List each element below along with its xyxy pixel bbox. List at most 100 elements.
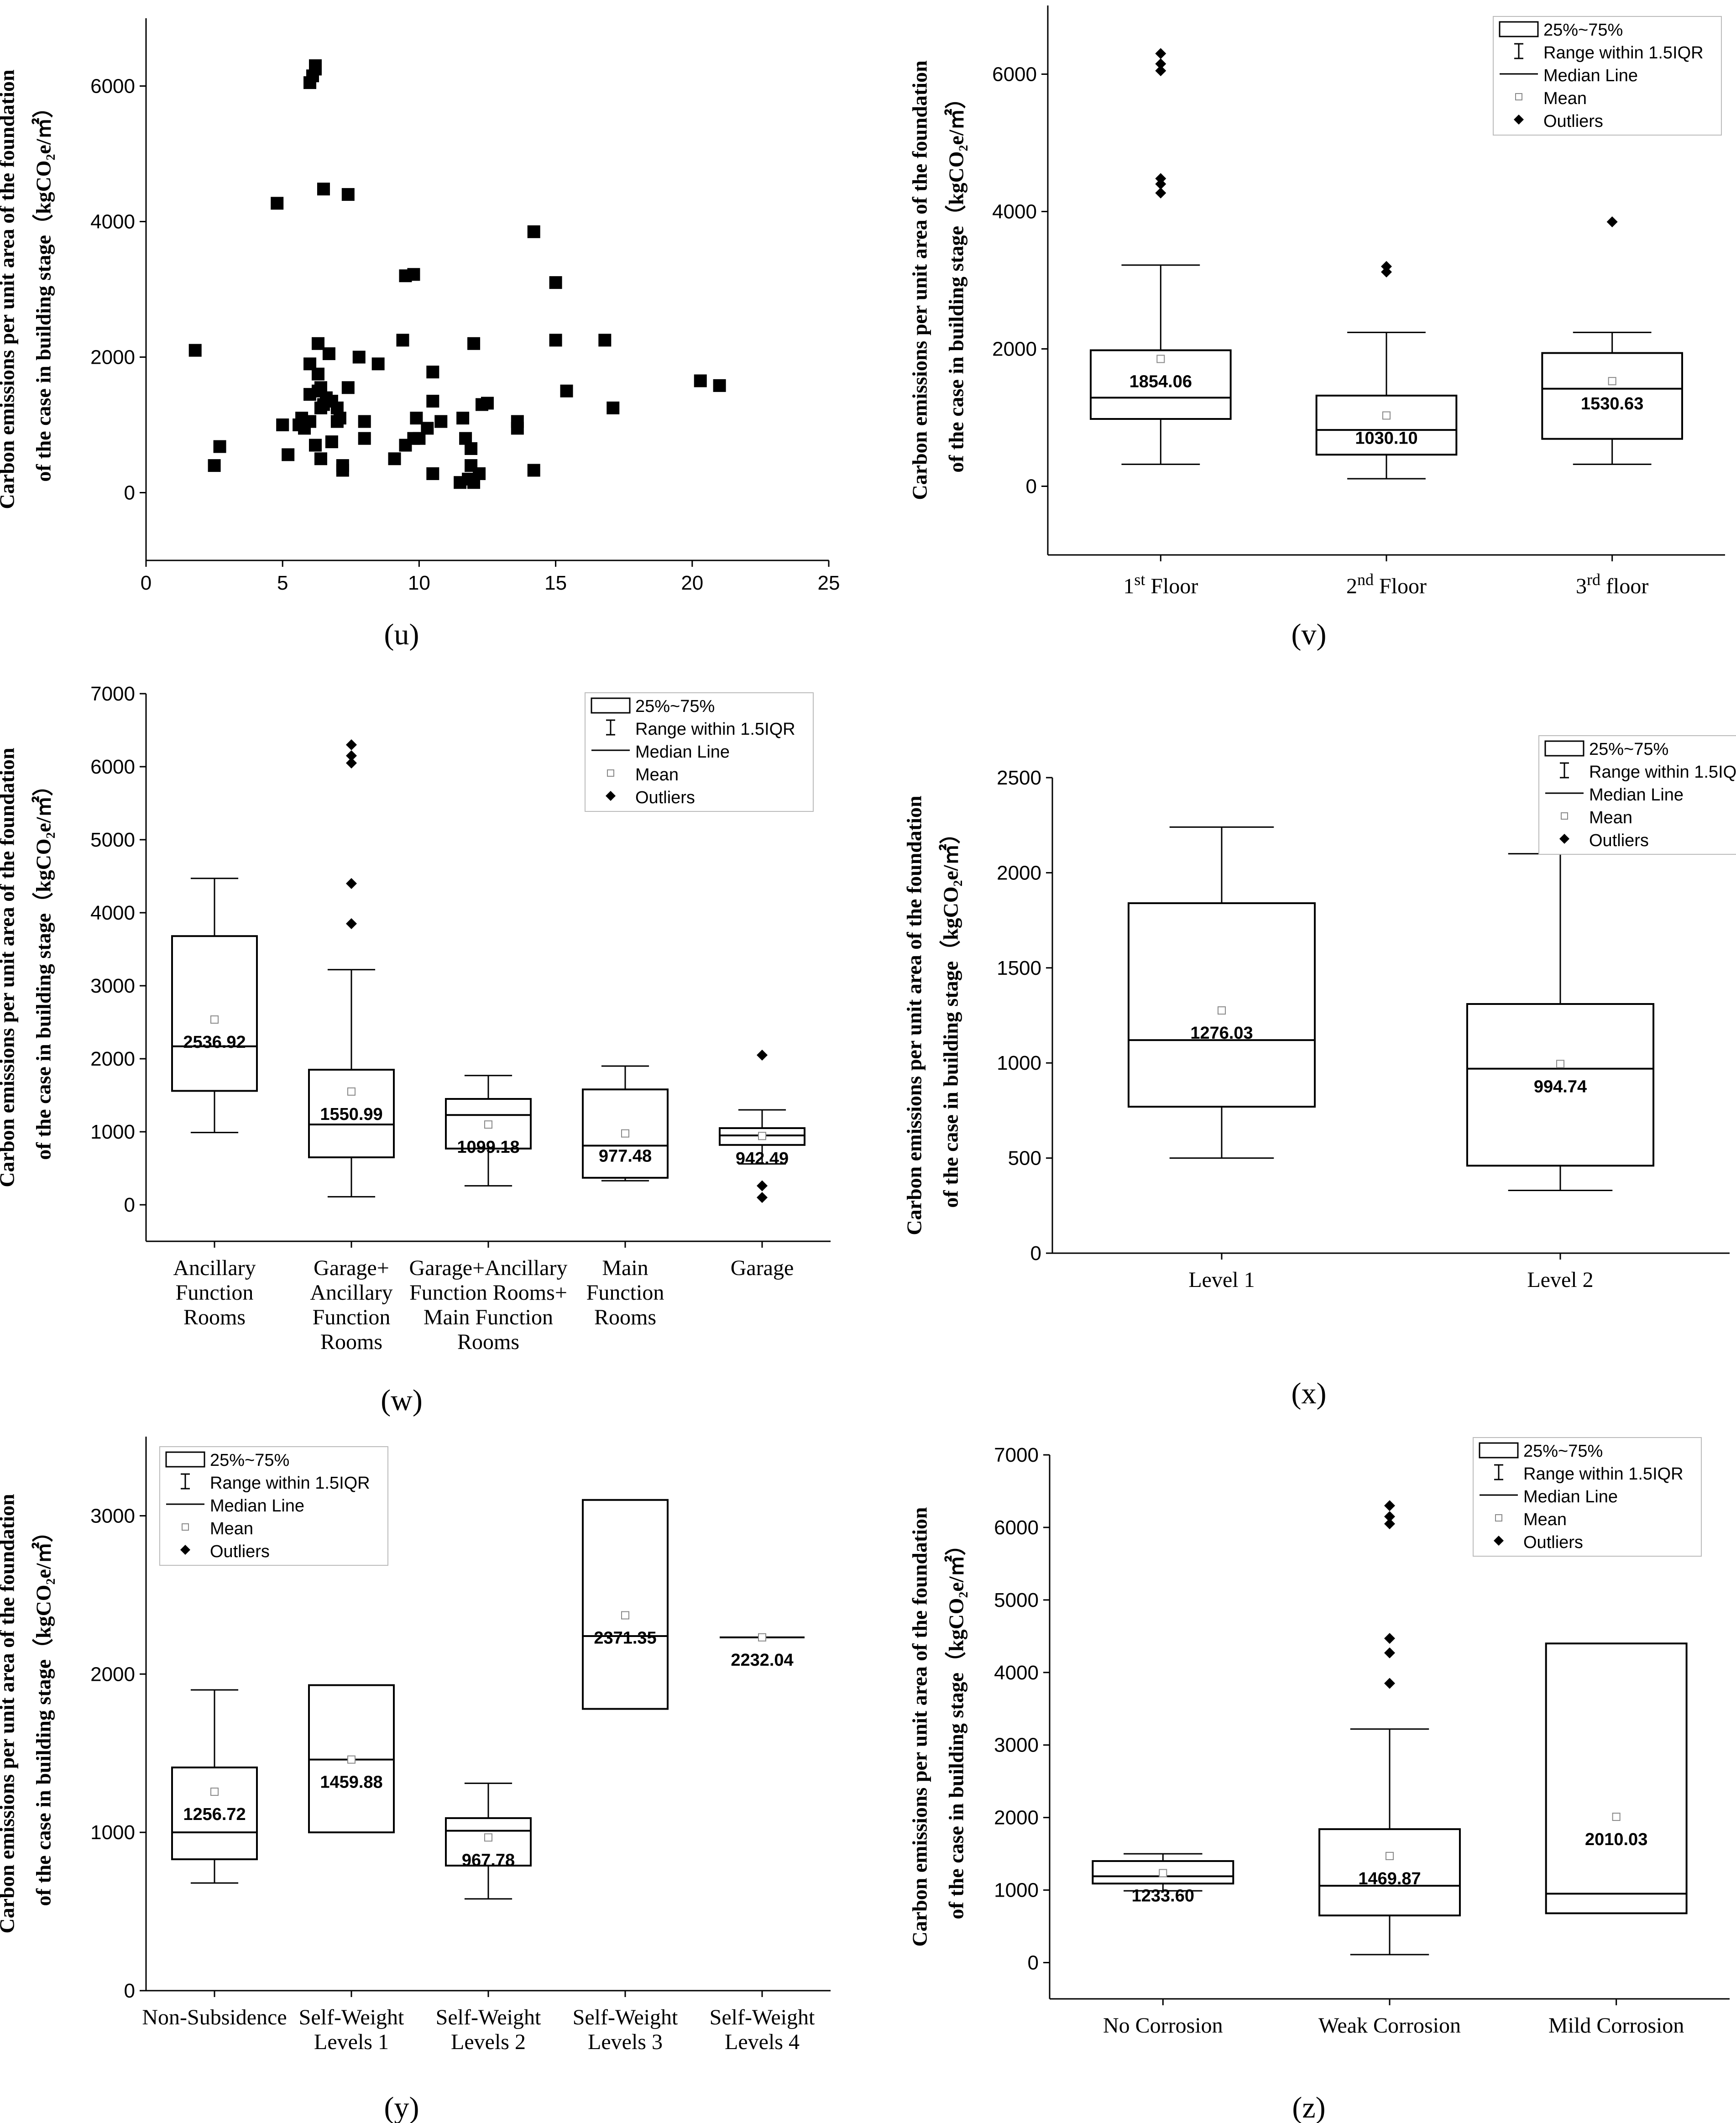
mean-value-label: 994.74: [1534, 1077, 1587, 1096]
legend-outlier-symbol: [1494, 1536, 1504, 1546]
scatter-point: [341, 381, 355, 394]
y-axis-label: Carbon emissions per unit area of the fo…: [0, 69, 19, 509]
y-tick-label: 4000: [992, 201, 1037, 223]
x-tick-label: 1st Floor: [1123, 570, 1198, 598]
legend-outlier-symbol: [606, 791, 616, 801]
mean-marker: [1612, 1813, 1621, 1821]
x-tick-label: Main: [602, 1256, 648, 1280]
outlier-point: [757, 1050, 768, 1061]
mean-value-label: 1276.03: [1190, 1024, 1253, 1043]
y-tick-label: 0: [124, 482, 135, 504]
scatter-point: [465, 442, 478, 455]
y-tick-label: 0: [1026, 476, 1037, 498]
box: [445, 1098, 532, 1150]
mean-value-label: 1256.72: [183, 1805, 246, 1824]
chart-z: 0 1000 2000 3000 4000 5000 6000 7000 Carbon emis…: [908, 1437, 1730, 2123]
legend-label: Mean: [1523, 1510, 1567, 1529]
x-tick-label: Ancillary: [173, 1256, 256, 1280]
mean-marker: [1156, 355, 1165, 363]
x-tick-label: Garage: [731, 1256, 794, 1280]
y-axis-label: Carbon emissions per unit area of the fo…: [908, 1507, 931, 1946]
scatter-point: [713, 379, 726, 392]
legend-label: 25%~75%: [1543, 21, 1623, 40]
x-tick-label: Rooms: [594, 1305, 656, 1329]
legend-label: 25%~75%: [635, 697, 715, 716]
x-tick-label: 25: [818, 572, 840, 594]
y-axis-label: of the case in building stage（kgCO₂e/㎡）: [32, 775, 55, 1160]
legend-label: Median Line: [1543, 66, 1638, 85]
outlier-point: [1381, 261, 1392, 272]
outlier-point: [1155, 65, 1166, 76]
legend-mean-symbol: [1561, 812, 1568, 820]
x-tick-label: Garage+: [314, 1256, 389, 1280]
y-tick-label: 2000: [994, 1807, 1039, 1829]
x-tick-label: 10: [408, 572, 430, 594]
scatter-point: [325, 435, 338, 449]
mean-marker: [210, 1015, 219, 1024]
y-tick-label: 1000: [90, 1821, 135, 1844]
scatter-point: [322, 347, 335, 361]
y-tick-label: 6000: [992, 63, 1037, 86]
legend-box-symbol: [165, 1451, 205, 1468]
y-axis-label: Carbon emissions per unit area of the fo…: [903, 795, 926, 1235]
y-tick-label: 2000: [90, 346, 135, 369]
scatter-point: [560, 384, 573, 397]
scatter-point: [426, 467, 439, 480]
box: [1315, 394, 1458, 456]
scatter-point: [473, 467, 486, 480]
legend-label: Median Line: [210, 1496, 304, 1516]
y-axis-label: of the case in building stage（kgCO₂e/㎡）: [945, 1534, 968, 1919]
mean-marker: [1159, 1869, 1167, 1877]
scatter-point: [276, 418, 289, 431]
y-axis-label: of the case in building stage（kgCO₂e/㎡）: [32, 1521, 55, 1906]
outlier-point: [1155, 178, 1166, 190]
y-axis-label: Carbon emissions per unit area of the fo…: [0, 1494, 19, 1933]
y-tick-label: 0: [124, 1980, 135, 2002]
legend: 25%~75% Range within 1.5IQR Median Line Mea…: [1473, 1437, 1702, 1557]
scatter-point: [426, 395, 439, 408]
panel-label: (y): [384, 2091, 419, 2123]
legend-whisker-symbol: [1494, 1464, 1503, 1480]
scatter-point: [336, 464, 349, 477]
mean-value-label: 967.78: [462, 1851, 515, 1870]
mean-marker: [484, 1833, 492, 1842]
chart-w: 0 1000 2000 3000 4000 5000 6000 7000 Carbon emis…: [0, 683, 831, 1417]
x-tick-label: Levels 1: [314, 2030, 389, 2054]
y-tick-label: 4000: [994, 1662, 1039, 1684]
y-tick-label: 6000: [994, 1516, 1039, 1539]
x-tick-label: Non-Subsidence: [142, 2005, 287, 2029]
panel-label: (z): [1292, 2091, 1325, 2123]
chart-x: 0 500 1000 1500 2000 2500 Carbon emissions per…: [903, 735, 1736, 1410]
scatter-point: [549, 276, 562, 289]
y-tick-label: 5000: [90, 829, 135, 851]
y-tick-label: 0: [124, 1194, 135, 1216]
box: [1127, 902, 1316, 1108]
box: [1545, 1642, 1688, 1914]
legend-outlier-symbol: [1514, 115, 1524, 125]
y-tick-label: 0: [1028, 1952, 1039, 1974]
x-tick-label: Garage+Ancillary: [409, 1256, 568, 1280]
panel-label: (w): [381, 1384, 423, 1417]
legend-outlier-symbol: [180, 1545, 190, 1555]
legend-box-symbol: [1499, 21, 1539, 37]
y-axis-label: Carbon emissions per unit area of the fo…: [0, 748, 19, 1187]
panel-label: (u): [384, 618, 419, 651]
scatter-point: [607, 401, 620, 414]
scatter-point: [388, 452, 401, 465]
mean-marker: [1382, 411, 1391, 420]
panel-label: (v): [1292, 618, 1327, 651]
scatter-point: [309, 439, 322, 452]
legend-box-symbol: [591, 697, 631, 714]
scatter-point: [314, 452, 327, 465]
y-tick-label: 2000: [90, 1663, 135, 1685]
legend-frame: [1473, 1437, 1702, 1557]
mean-value-label: 2371.35: [594, 1628, 656, 1647]
mean-value-label: 1233.60: [1132, 1886, 1194, 1905]
outlier-point: [1384, 1518, 1395, 1529]
chart-y: 0 1000 2000 3000 Carbon emissions per unit a…: [0, 1437, 831, 2123]
legend-mean-symbol: [1495, 1514, 1502, 1522]
outlier-point: [1155, 58, 1166, 69]
chart-u: 0 2000 4000 6000 Carbon emissions per unit a…: [0, 18, 840, 651]
legend-label: Median Line: [635, 743, 730, 762]
outlier-point: [1384, 1678, 1395, 1689]
